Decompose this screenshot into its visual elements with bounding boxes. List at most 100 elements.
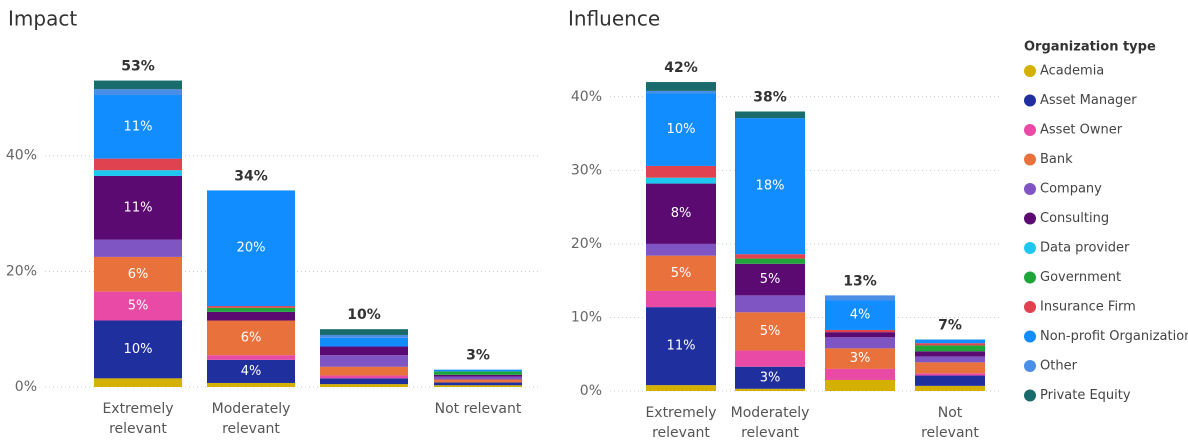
total-label: 34% (234, 168, 268, 184)
y-tick-label: 20% (6, 263, 37, 279)
bar-segment: Asset Manager (434, 382, 522, 386)
bar-segment: Asset Owner (915, 373, 985, 376)
bar-segment: Data provider (94, 170, 182, 176)
bar-segment: Insurance Firm (207, 306, 295, 308)
total-label: 42% (664, 60, 698, 76)
bar-segment: Asset Owner (94, 291, 182, 321)
data-label: 6% (128, 267, 149, 282)
total-label: 10% (347, 307, 381, 323)
bar-segment: Non-profit Organization (646, 93, 716, 166)
bar-segment: Consulting (735, 263, 805, 296)
data-label: 3% (850, 351, 871, 366)
legend-swatch (1024, 183, 1036, 195)
chart-title: Impact (8, 7, 77, 31)
bar-segment: Academia (434, 385, 522, 387)
data-label: 3% (760, 370, 781, 385)
bar-segment: Non-profit Organization (735, 118, 805, 255)
bar-segment: Bank (735, 312, 805, 351)
legend-swatch (1024, 212, 1036, 225)
x-tick-label: Not relevant (434, 401, 522, 417)
data-label: 11% (124, 119, 153, 134)
bar-segment: Insurance Firm (646, 165, 716, 178)
legend-label: Company (1040, 182, 1102, 197)
bar-segment: Asset Owner (825, 368, 895, 380)
bar-segment: Insurance Firm (735, 254, 805, 259)
x-tick-label: Moderately relevant (211, 401, 291, 437)
legend-swatch (1024, 389, 1036, 402)
legend-label: Data provider (1040, 241, 1130, 256)
x-tick-label: Extremely relevant (645, 405, 717, 441)
chart-title: Influence (568, 7, 660, 31)
total-label: 53% (121, 59, 155, 75)
data-label: 4% (850, 308, 871, 323)
bar-segment: Consulting (646, 183, 716, 244)
data-label: 4% (241, 364, 262, 379)
bar-segment: Non-profit Organization (320, 337, 408, 347)
bar-segment: Bank (320, 366, 408, 376)
total-label: 3% (466, 348, 490, 364)
bar-segment: Academia (646, 385, 716, 391)
data-label: 5% (671, 266, 692, 281)
legend-label: Other (1040, 359, 1078, 374)
bar-segment: Asset Manager (207, 359, 295, 383)
bar-segment: Bank (434, 379, 522, 383)
data-label: 11% (124, 200, 153, 215)
bar-segment: Company (915, 356, 985, 363)
bar-segment: Consulting (94, 175, 182, 240)
x-tick-label: Moderately relevant (730, 405, 810, 441)
bar-segment: Other (646, 90, 716, 94)
bar-segment: Asset Owner (646, 290, 716, 308)
bar-segment: Insurance Firm (94, 158, 182, 171)
bar-segment: Non-profit Organization (915, 339, 985, 344)
bar-segment: Academia (735, 388, 805, 391)
total-label: 38% (753, 89, 787, 105)
bar-segment: Asset Manager (915, 375, 985, 386)
bar-segment: Non-profit Organization (94, 95, 182, 159)
bar-segment: Asset Owner (320, 375, 408, 379)
bar-segment: Asset Manager (320, 378, 408, 385)
legend-label: Academia (1040, 64, 1104, 79)
legend-swatch (1024, 330, 1036, 343)
data-label: 8% (671, 206, 692, 221)
bar-segment: Consulting (825, 332, 895, 338)
bar-segment: Asset Manager (94, 320, 182, 379)
bar-segment: Other (320, 334, 408, 338)
data-label: 5% (128, 299, 149, 314)
bar-segment: Academia (825, 379, 895, 391)
bar-segment: Company (735, 295, 805, 313)
bar-segment: Other (825, 295, 895, 301)
legend-label: Non-profit Organization (1040, 329, 1188, 344)
legend-label: Government (1040, 270, 1121, 285)
bar-segment: Consulting (915, 351, 985, 357)
legend-label: Consulting (1040, 211, 1109, 226)
total-label: 7% (938, 318, 962, 334)
bar-segment: Insurance Firm (915, 343, 985, 346)
data-label: 5% (760, 324, 781, 339)
bar-segment: Company (646, 243, 716, 256)
bar-segment: Insurance Firm (825, 329, 895, 333)
legend-swatch (1024, 360, 1036, 372)
legend-swatch (1024, 153, 1036, 166)
data-label: 20% (237, 241, 266, 256)
bar-segment: Data provider (646, 177, 716, 184)
bar-segment: Bank (646, 255, 716, 291)
bar-segment: Government (735, 258, 805, 264)
legend-label: Asset Manager (1040, 93, 1137, 108)
bar-segment: Academia (207, 382, 295, 387)
bar-segment: Private Equity (320, 329, 408, 335)
bar-segment: Government (434, 371, 522, 375)
bar-segment: Academia (915, 385, 985, 391)
bar-segment: Bank (207, 320, 295, 356)
legend-label: Private Equity (1040, 388, 1131, 403)
y-tick-label: 20% (571, 236, 602, 252)
legend-label: Asset Owner (1040, 123, 1123, 138)
legend-label: Bank (1040, 152, 1073, 167)
bar-segment: Bank (915, 362, 985, 374)
bar-segment: Company (320, 355, 408, 367)
bar-segment: Asset Owner (207, 355, 295, 360)
legend-label: Insurance Firm (1040, 300, 1136, 315)
data-label: 10% (667, 122, 696, 137)
y-tick-label: 40% (571, 89, 602, 105)
